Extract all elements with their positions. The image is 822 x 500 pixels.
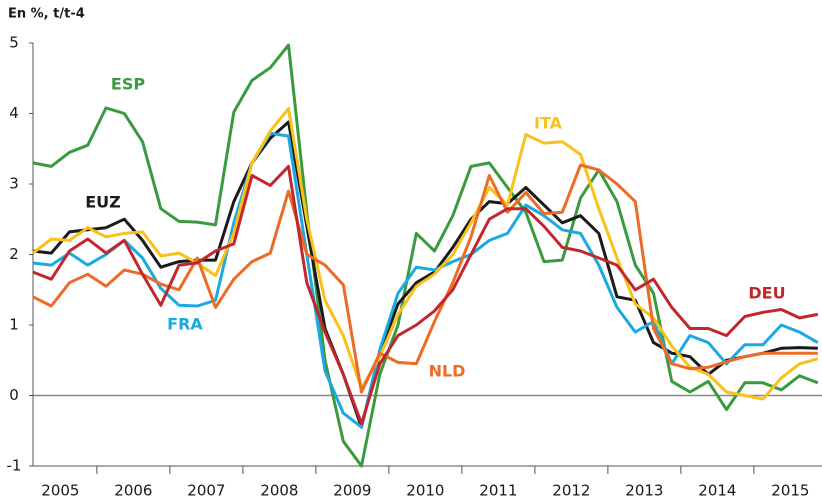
y-tick-label: -1	[7, 457, 22, 475]
series-label: ESP	[111, 75, 145, 94]
series-line	[32, 163, 818, 394]
series-label: EUZ	[85, 193, 121, 212]
x-tick-label: 2015	[771, 482, 809, 500]
x-tick-label: 2012	[552, 482, 590, 500]
x-tick-label: 2006	[114, 482, 152, 500]
x-tick-label: 2008	[260, 482, 298, 500]
series-label: NLD	[429, 362, 466, 381]
y-tick-label: 2	[9, 245, 19, 263]
y-tick-label: 4	[9, 104, 19, 122]
y-tick-label: 5	[9, 34, 19, 52]
series-label: DEU	[748, 284, 785, 303]
x-tick-label: 2010	[406, 482, 444, 500]
y-tick-label: 3	[9, 175, 19, 193]
x-tick-label: 2014	[698, 482, 736, 500]
y-tick-label: 0	[9, 386, 19, 404]
series-line	[32, 107, 819, 401]
series-line	[32, 120, 818, 429]
x-tick-label: 2005	[41, 482, 79, 500]
x-tick-label: 2009	[333, 482, 371, 500]
series-label: FRA	[167, 315, 203, 334]
series-line	[32, 164, 819, 426]
x-tick-label: 2013	[625, 482, 663, 500]
series-line	[32, 131, 819, 429]
x-tick-label: 2011	[479, 482, 517, 500]
x-tick-label: 2007	[187, 482, 225, 500]
y-tick-label: 1	[9, 316, 19, 334]
series-label: ITA	[534, 114, 563, 133]
series-line	[32, 43, 819, 468]
axis-title: En %, t/t-4	[8, 7, 85, 22]
